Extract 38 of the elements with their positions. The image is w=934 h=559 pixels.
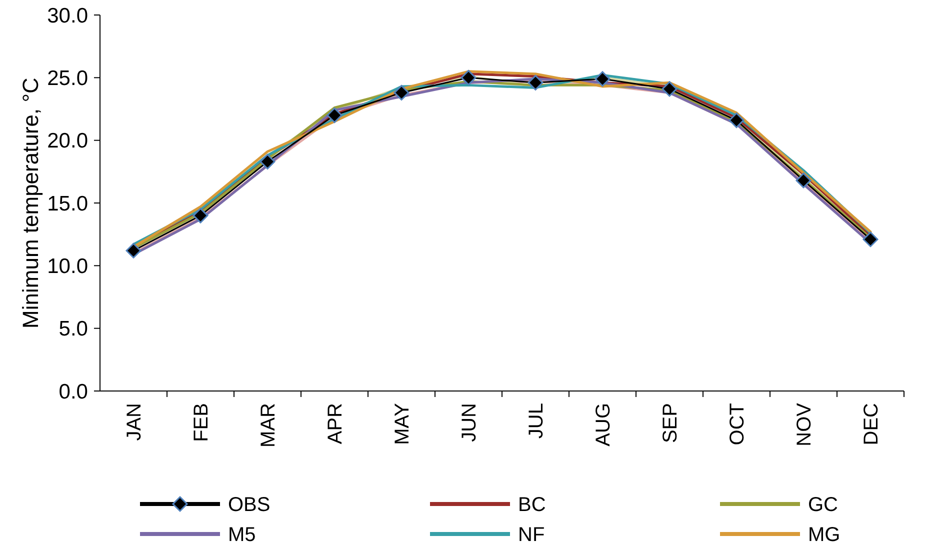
y-axis-title: Minimum temperature, °C <box>18 77 43 328</box>
x-tick-label: APR <box>324 403 346 444</box>
point <box>728 112 744 128</box>
y-tick-label: 5.0 <box>58 318 88 341</box>
x-tick-label: JUN <box>458 403 480 442</box>
point <box>126 242 142 258</box>
x-tick-label: SEP <box>660 403 682 444</box>
legend-label: OBS <box>228 494 270 516</box>
legend-label: NF <box>518 524 545 546</box>
x-tick-label: AUG <box>592 403 614 446</box>
x-tick-label: JUL <box>526 403 548 439</box>
point <box>662 81 678 97</box>
point <box>862 232 878 248</box>
point <box>326 108 342 124</box>
legend-label: BC <box>518 494 546 516</box>
x-tick-label: MAY <box>392 403 414 445</box>
y-tick-label: 30.0 <box>47 4 88 28</box>
point <box>594 71 610 87</box>
y-tick-label: 0.0 <box>58 380 88 404</box>
x-tick-label: JAN <box>124 403 146 441</box>
point <box>394 84 410 100</box>
y-tick-label: 15.0 <box>47 192 88 216</box>
x-tick-label: MAR <box>258 403 280 448</box>
y-tick-label: 20.0 <box>47 130 88 153</box>
point <box>260 154 276 170</box>
y-tick-label: 10.0 <box>47 255 88 278</box>
point <box>192 208 208 224</box>
x-tick-label: FEB <box>190 403 212 442</box>
legend-label: M5 <box>228 524 256 546</box>
point <box>460 70 476 86</box>
point <box>796 172 812 188</box>
x-tick-label: DEC <box>860 403 882 446</box>
point <box>528 74 544 90</box>
x-tick-label: OCT <box>726 403 748 446</box>
legend-label: MG <box>808 524 840 546</box>
x-tick-label: NOV <box>794 402 816 446</box>
legend-label: GC <box>808 494 838 516</box>
y-tick-label: 25.0 <box>47 67 88 90</box>
